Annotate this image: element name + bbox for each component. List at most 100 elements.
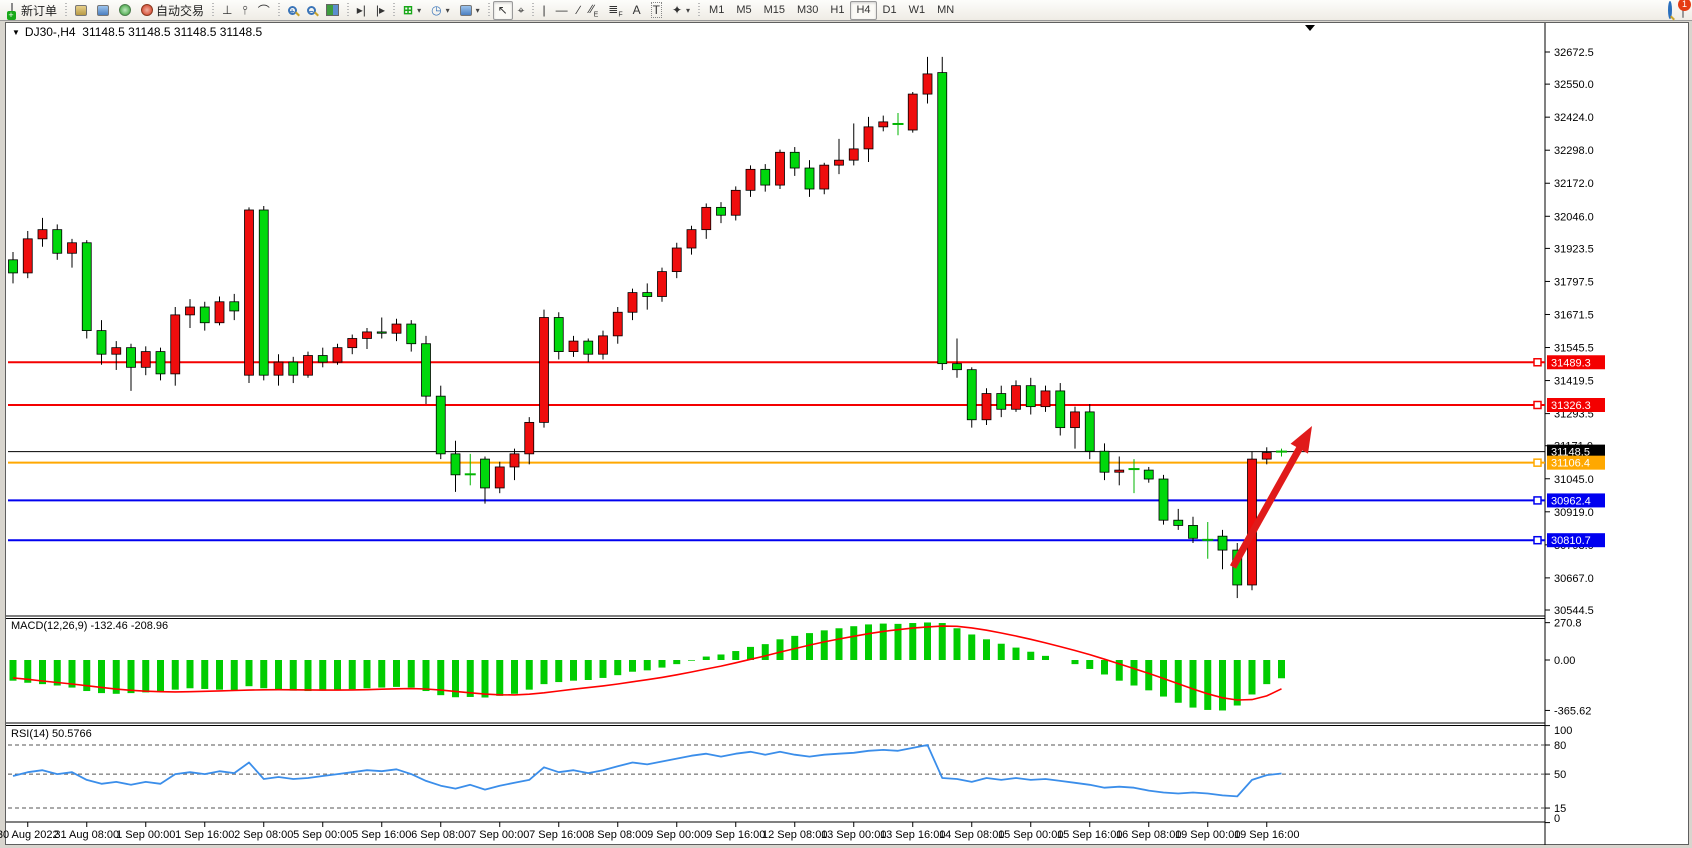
candlestick-chart-button[interactable]: ⫯	[237, 1, 252, 20]
arrows-button[interactable]: ✦ ▾	[667, 1, 695, 20]
timeframe-mn[interactable]: MN	[937, 4, 955, 16]
rsi-levels	[8, 744, 1545, 809]
templates-icon	[459, 4, 472, 16]
market-watch-button[interactable]	[92, 1, 114, 20]
search-button[interactable]	[1668, 1, 1672, 19]
notification-badge: 1	[1678, 0, 1691, 11]
data-window-button[interactable]	[114, 1, 136, 20]
chevron-down-icon: ▾	[686, 5, 691, 15]
auto-scroll-icon: ▸|	[356, 3, 366, 17]
search-icon	[1668, 1, 1672, 19]
toolbar-grip	[346, 2, 349, 18]
timeframe-m30[interactable]: M30	[797, 4, 819, 16]
new-order-button[interactable]: + 新订单	[0, 1, 62, 20]
chevron-down-icon: ▾	[445, 5, 450, 15]
timeframe-m1[interactable]: M1	[709, 4, 725, 16]
timeframe-m5[interactable]: M5	[736, 4, 752, 16]
periods-clock-icon: ◷	[431, 3, 442, 17]
tile-windows-button[interactable]	[321, 1, 344, 20]
chart-title: ▼ DJ30-,H4 31148.5 31148.5 31148.5 31148.…	[12, 25, 262, 39]
cursor-icon: ↖	[497, 3, 508, 17]
trendline-button[interactable]: ∕	[573, 1, 585, 20]
price-axis: 32672.5 32550.0 32424.0 32298.0 32172.0 32046…	[1545, 47, 1594, 825]
chart-shift-marker[interactable]	[1305, 25, 1315, 31]
svg-text:31419.5: 31419.5	[1554, 376, 1594, 388]
candlesticks	[8, 56, 1287, 599]
vertical-line-button[interactable]: |	[537, 1, 550, 20]
svg-text:8 Sep 08:00: 8 Sep 08:00	[588, 829, 647, 841]
equidistant-channel-button[interactable]: ∕∕E	[585, 1, 604, 20]
svg-text:32672.5: 32672.5	[1554, 47, 1594, 59]
svg-text:19 Sep 00:00: 19 Sep 00:00	[1175, 829, 1240, 841]
chevron-down-icon: ▾	[417, 5, 422, 15]
svg-text:9 Sep 00:00: 9 Sep 00:00	[647, 829, 706, 841]
templates-button[interactable]: ▾	[455, 1, 485, 20]
svg-text:30667.0: 30667.0	[1554, 573, 1594, 585]
svg-text:31148.5: 31148.5	[1551, 447, 1590, 459]
zoom-in-button[interactable]: +	[283, 1, 302, 20]
auto-scroll-button[interactable]: ▸|	[352, 1, 371, 20]
chat-button[interactable]: 1	[1678, 0, 1691, 18]
svg-text:15: 15	[1554, 803, 1566, 815]
svg-text:0.00: 0.00	[1554, 655, 1575, 667]
chart-window-button[interactable]	[70, 1, 92, 20]
periods-button[interactable]: ◷ ▾	[426, 1, 455, 20]
svg-text:1 Sep 00:00: 1 Sep 00:00	[116, 829, 175, 841]
svg-text:32298.0: 32298.0	[1554, 145, 1594, 157]
rsi-indicator-label: RSI(14) 50.5766	[11, 728, 92, 740]
chart-shift-button[interactable]: |▸	[371, 1, 390, 20]
svg-text:31045.0: 31045.0	[1554, 474, 1594, 486]
trend-arrow[interactable]	[1229, 426, 1312, 569]
crosshair-button[interactable]: ⌖	[513, 1, 530, 20]
svg-text:32550.0: 32550.0	[1554, 79, 1594, 91]
line-chart-button[interactable]: ⌒	[253, 1, 275, 20]
svg-text:32046.0: 32046.0	[1554, 211, 1594, 223]
svg-text:80: 80	[1554, 740, 1566, 752]
svg-text:31106.4: 31106.4	[1551, 458, 1590, 470]
ohlc-quotes: 31148.5 31148.5 31148.5 31148.5	[82, 25, 263, 39]
new-order-icon: +	[6, 2, 16, 20]
svg-text:5 Sep 00:00: 5 Sep 00:00	[293, 829, 352, 841]
svg-text:32172.0: 32172.0	[1554, 178, 1594, 190]
horizontal-lines[interactable]	[8, 361, 1545, 542]
timeframe-m15[interactable]: M15	[763, 4, 786, 16]
svg-text:16 Sep 08:00: 16 Sep 08:00	[1116, 829, 1181, 841]
text-label-button[interactable]: T	[646, 1, 667, 20]
symbol-dropdown-icon[interactable]: ▼	[12, 28, 20, 37]
svg-text:31 Aug 08:00: 31 Aug 08:00	[54, 829, 119, 841]
trendline-icon: ∕	[577, 3, 580, 17]
arrows-icon: ✦	[671, 3, 683, 17]
svg-text:270.8: 270.8	[1554, 618, 1582, 630]
zoom-out-button[interactable]: −	[302, 1, 321, 20]
autotrading-button[interactable]: 自动交易	[136, 1, 209, 20]
autotrading-label: 自动交易	[156, 3, 205, 18]
svg-text:50: 50	[1554, 769, 1566, 781]
horizontal-line-button[interactable]: —	[551, 1, 573, 20]
timeframe-w1[interactable]: W1	[908, 4, 926, 16]
bar-chart-button[interactable]: ⊥	[217, 1, 237, 20]
svg-text:30810.7: 30810.7	[1551, 535, 1591, 547]
svg-text:100: 100	[1554, 725, 1572, 737]
svg-text:30919.0: 30919.0	[1554, 507, 1594, 519]
fibonacci-button[interactable]: ≣F	[603, 1, 627, 20]
market-watch-icon	[97, 4, 110, 16]
cursor-button[interactable]: ↖	[492, 0, 513, 20]
indicators-button[interactable]: ⊞ ▾	[398, 1, 426, 20]
svg-text:15 Sep 00:00: 15 Sep 00:00	[998, 829, 1063, 841]
svg-text:12 Sep 08:00: 12 Sep 08:00	[762, 829, 827, 841]
bar-chart-icon: ⊥	[222, 3, 233, 17]
timeframe-d1[interactable]: D1	[882, 4, 897, 16]
text-button[interactable]: A	[628, 1, 646, 20]
svg-text:13 Sep 16:00: 13 Sep 16:00	[880, 829, 945, 841]
crosshair-icon: ⌖	[517, 2, 525, 17]
svg-text:30962.4: 30962.4	[1551, 495, 1591, 507]
timeframe-h1[interactable]: H1	[830, 4, 845, 16]
main-toolbar: + 新订单 自动交易 ⊥ ⫯ ⌒ + − ▸| |▸ ⊞ ▾ ◷ ▾ ▾ ↖ ⌖ |…	[0, 0, 1692, 21]
svg-text:7 Sep 16:00: 7 Sep 16:00	[529, 829, 588, 841]
timeframe-h4[interactable]: H4	[850, 0, 877, 20]
svg-text:31489.3: 31489.3	[1551, 357, 1591, 369]
toolbar-grip	[532, 2, 535, 18]
timeframe-group: M1 M5 M15 M30 H1 H4 D1 W1 MN	[703, 0, 960, 20]
